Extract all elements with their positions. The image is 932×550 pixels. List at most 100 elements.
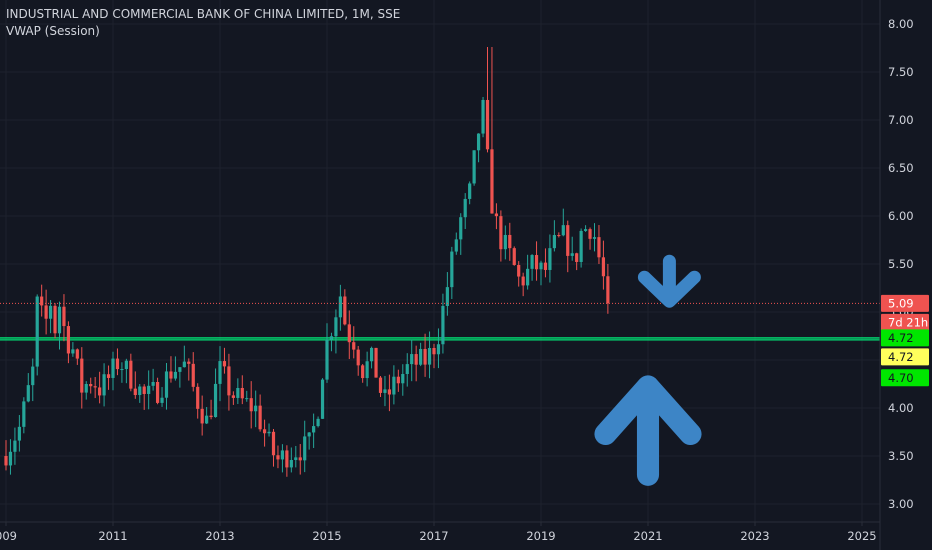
candle-body bbox=[8, 451, 13, 466]
candle-body bbox=[169, 371, 173, 379]
candle-body bbox=[276, 455, 280, 460]
time-tick-label: 2025 bbox=[847, 529, 876, 543]
time-tick-label: 009 bbox=[0, 529, 17, 543]
candle-body bbox=[557, 235, 561, 237]
candle-body bbox=[481, 99, 485, 134]
candle-body bbox=[356, 349, 360, 366]
candle-body bbox=[503, 234, 507, 250]
candle-body bbox=[316, 418, 320, 427]
candle-body bbox=[160, 397, 164, 403]
candle-body bbox=[588, 229, 592, 239]
candles bbox=[4, 47, 610, 477]
current-price-tag-text: 5.09 bbox=[888, 296, 914, 310]
candle-body bbox=[71, 349, 75, 354]
candle-body bbox=[517, 264, 521, 277]
candle-body bbox=[508, 234, 512, 249]
candle-body bbox=[258, 405, 262, 430]
countdown-tag-bg bbox=[881, 313, 929, 331]
candle-body bbox=[111, 358, 115, 378]
vwap-price-tag-bg bbox=[881, 369, 929, 387]
price-tick-label: 7.00 bbox=[888, 113, 914, 127]
candle-body bbox=[262, 429, 267, 434]
candle-body bbox=[499, 216, 503, 250]
time-axis[interactable]: 009 2011 2013 2015 2017 2019 2021 2023 2025 bbox=[0, 521, 880, 543]
candle-body bbox=[347, 324, 351, 343]
price-tick-label: 3.00 bbox=[888, 497, 914, 511]
time-tick-label: 2017 bbox=[419, 529, 448, 543]
candle-body bbox=[352, 342, 356, 350]
candle-body bbox=[151, 381, 155, 386]
candle-body bbox=[40, 296, 44, 306]
candle-body bbox=[164, 371, 169, 398]
symbol-title[interactable]: INDUSTRIAL AND COMMERCIAL BANK OF CHINA … bbox=[6, 7, 401, 21]
candle-body bbox=[48, 305, 53, 319]
down-arrow-icon[interactable] bbox=[637, 254, 701, 308]
candle-body bbox=[93, 386, 97, 388]
candle-body bbox=[222, 361, 227, 367]
vwap-price-tag-text: 4.72 bbox=[888, 350, 914, 364]
candle-body bbox=[80, 358, 84, 393]
candle-body bbox=[245, 398, 249, 400]
candle-body bbox=[57, 306, 62, 334]
price-tick-label: 5.50 bbox=[888, 257, 914, 271]
candle-body bbox=[419, 348, 423, 365]
vwap-price-tag-text: 4.72 bbox=[888, 331, 914, 345]
candle-body bbox=[289, 459, 293, 468]
candle-body bbox=[539, 262, 543, 270]
vwap-price-tag: 4.72 bbox=[881, 348, 929, 366]
up-arrow-icon[interactable] bbox=[594, 375, 702, 486]
candle-body bbox=[89, 384, 93, 387]
candle-body bbox=[530, 255, 534, 269]
candle-body bbox=[566, 225, 570, 256]
candle-body bbox=[187, 361, 191, 364]
candle-body bbox=[423, 348, 427, 365]
price-tick-label: 6.50 bbox=[888, 161, 914, 175]
candle-body bbox=[432, 348, 436, 355]
candle-body bbox=[374, 347, 378, 378]
candle-body bbox=[468, 183, 472, 199]
candle-body bbox=[579, 230, 583, 262]
candle-body bbox=[338, 296, 342, 318]
candle-body bbox=[561, 225, 565, 236]
candle-body bbox=[271, 431, 276, 456]
vwap-price-tag: 4.72 bbox=[881, 329, 929, 347]
candle-body bbox=[378, 377, 383, 393]
candle-body bbox=[472, 150, 476, 184]
candle-body bbox=[17, 426, 21, 441]
candle-body bbox=[196, 386, 200, 409]
candle-body bbox=[401, 374, 405, 384]
arrow-stroke bbox=[594, 375, 702, 486]
candle-body bbox=[98, 387, 102, 396]
candle-body bbox=[205, 415, 209, 424]
candle-body bbox=[512, 248, 516, 265]
candle-body bbox=[450, 251, 454, 288]
candle-body bbox=[236, 387, 240, 398]
indicator-label[interactable]: VWAP (Session) bbox=[6, 24, 100, 38]
candle-body bbox=[31, 366, 35, 386]
candle-body bbox=[343, 296, 347, 325]
candle-body bbox=[213, 383, 218, 418]
candle-body bbox=[361, 365, 365, 379]
candle-body bbox=[142, 386, 146, 394]
price-tags: 5.09 7d 21h 4.72 4.72 4.70 bbox=[881, 294, 929, 387]
candle-body bbox=[494, 213, 499, 217]
candle-body bbox=[606, 276, 610, 304]
candle-body bbox=[249, 398, 253, 412]
time-tick-label: 2011 bbox=[98, 529, 127, 543]
time-tick-label: 2013 bbox=[205, 529, 234, 543]
candle-body bbox=[534, 255, 539, 270]
candle-body bbox=[597, 237, 601, 258]
candle-body bbox=[526, 268, 530, 286]
candle-body bbox=[543, 262, 548, 270]
candle-body bbox=[44, 305, 48, 319]
vwap-price-tag-text: 4.70 bbox=[888, 371, 914, 385]
candle-body bbox=[4, 456, 8, 466]
arrow-annotations[interactable] bbox=[594, 254, 702, 486]
candle-body bbox=[191, 363, 195, 387]
candle-body bbox=[120, 369, 124, 371]
candle-body bbox=[294, 457, 298, 460]
